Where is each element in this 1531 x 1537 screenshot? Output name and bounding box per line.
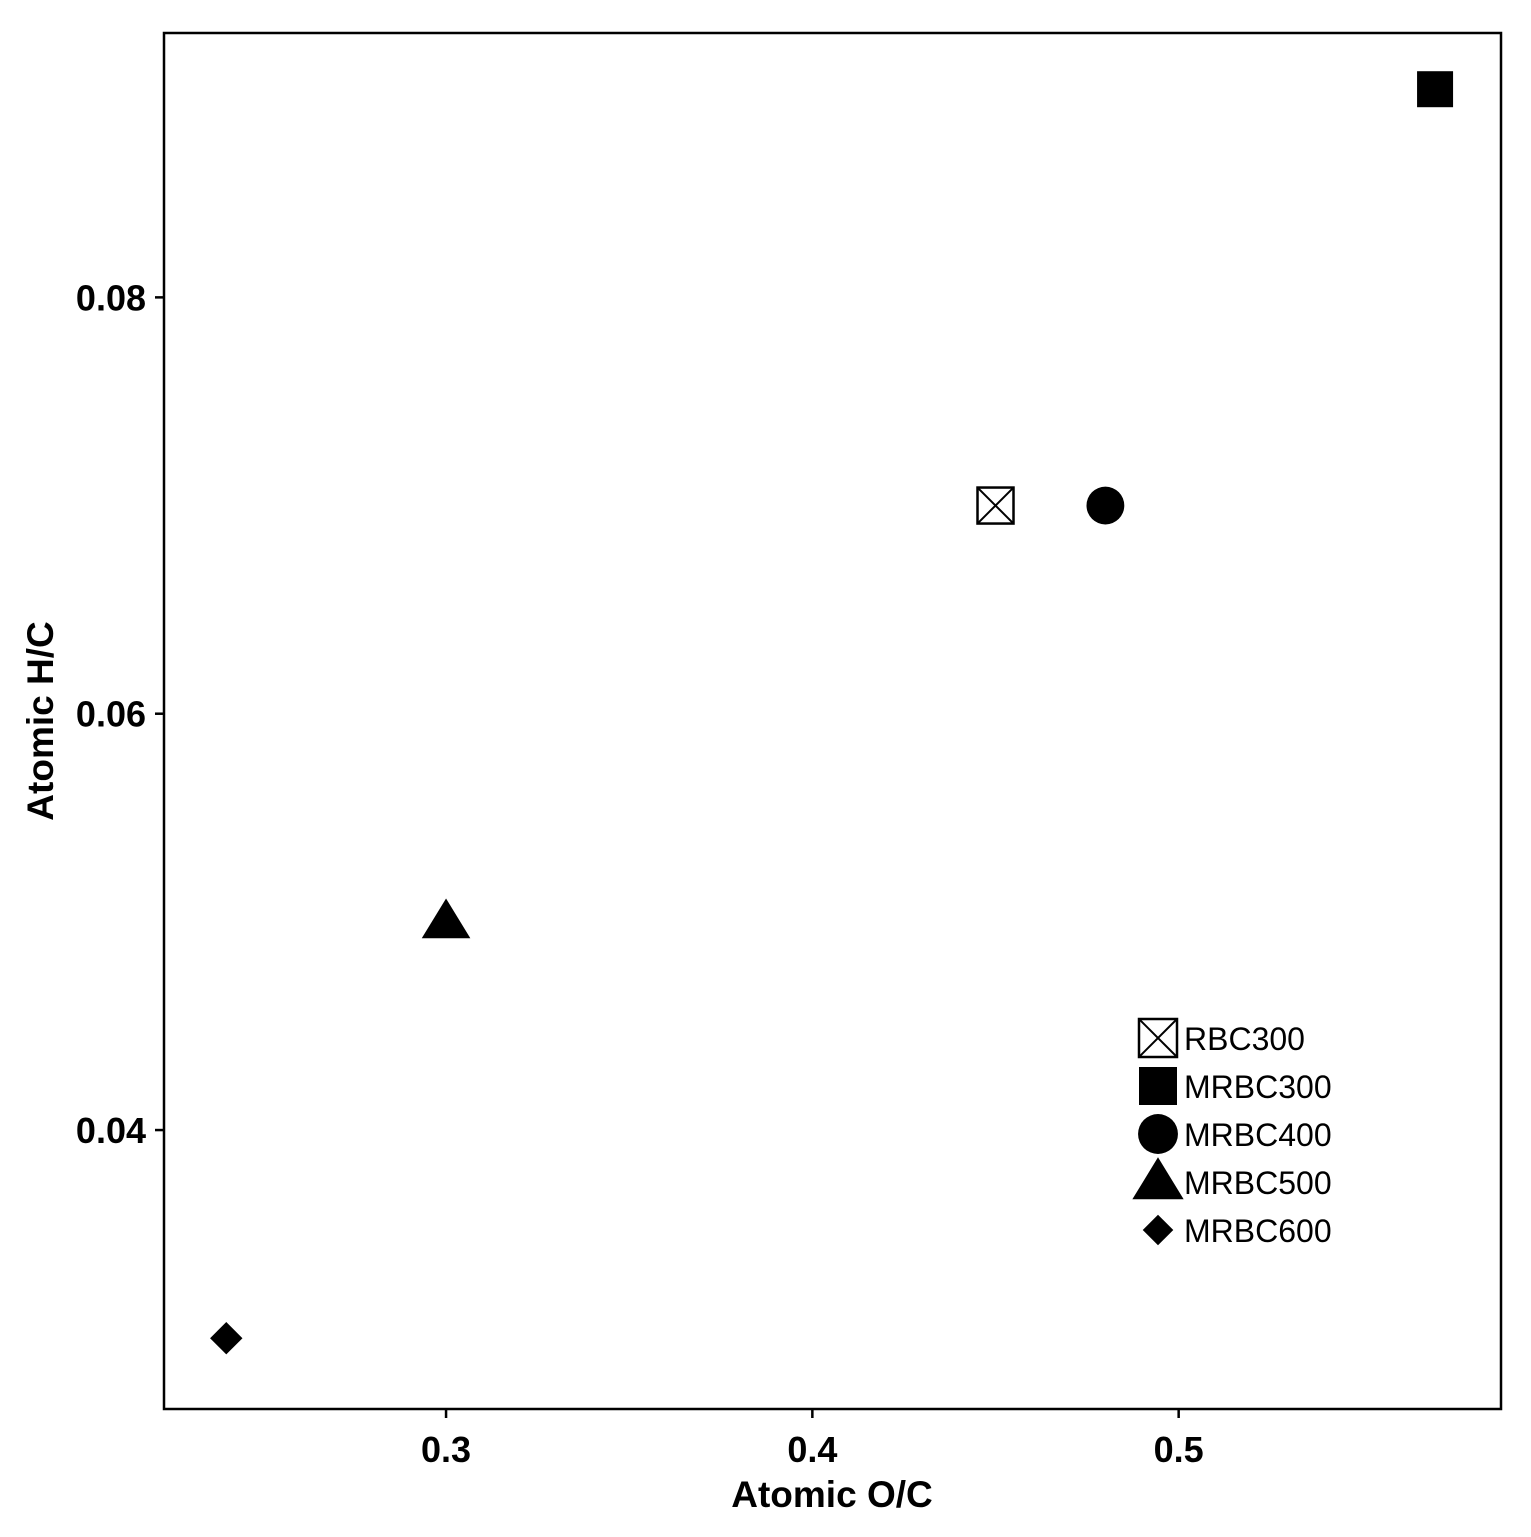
x-tick-label: 0.5 bbox=[1154, 1429, 1204, 1470]
x-tick-label: 0.3 bbox=[421, 1429, 471, 1470]
x-axis-ticks: 0.3 0.4 0.5 bbox=[421, 1409, 1204, 1470]
legend-key-mrbc400 bbox=[1138, 1114, 1178, 1154]
legend-label: MRBC500 bbox=[1184, 1165, 1332, 1201]
point-mrbc300 bbox=[1417, 71, 1454, 108]
data-points bbox=[210, 71, 1454, 1355]
legend-label: RBC300 bbox=[1184, 1021, 1305, 1057]
y-tick-label: 0.06 bbox=[76, 694, 146, 735]
legend-key-mrbc600 bbox=[1142, 1214, 1174, 1246]
point-mrbc400 bbox=[1086, 486, 1125, 525]
legend-label: MRBC300 bbox=[1184, 1069, 1332, 1105]
y-tick-label: 0.08 bbox=[76, 277, 146, 318]
x-tick-label: 0.4 bbox=[787, 1429, 837, 1470]
point-rbc300 bbox=[976, 486, 1015, 525]
point-mrbc600 bbox=[210, 1322, 243, 1355]
plot-panel-border bbox=[162, 31, 1503, 1411]
point-mrbc500 bbox=[421, 898, 471, 939]
y-axis-title: Atomic H/C bbox=[20, 621, 61, 820]
legend-key-mrbc500 bbox=[1132, 1157, 1184, 1200]
legend-key-rbc300 bbox=[1137, 1017, 1179, 1059]
legend-label: MRBC600 bbox=[1184, 1213, 1332, 1249]
legend-label: MRBC400 bbox=[1184, 1117, 1332, 1153]
y-tick-label: 0.04 bbox=[76, 1110, 146, 1151]
y-axis-ticks: 0.04 0.06 0.08 bbox=[76, 277, 164, 1151]
x-axis-title: Atomic O/C bbox=[731, 1474, 932, 1515]
legend-key-mrbc300 bbox=[1139, 1067, 1177, 1105]
legend: RBC300 MRBC300 MRBC400 MRBC500 MRBC600 bbox=[1132, 1017, 1332, 1249]
